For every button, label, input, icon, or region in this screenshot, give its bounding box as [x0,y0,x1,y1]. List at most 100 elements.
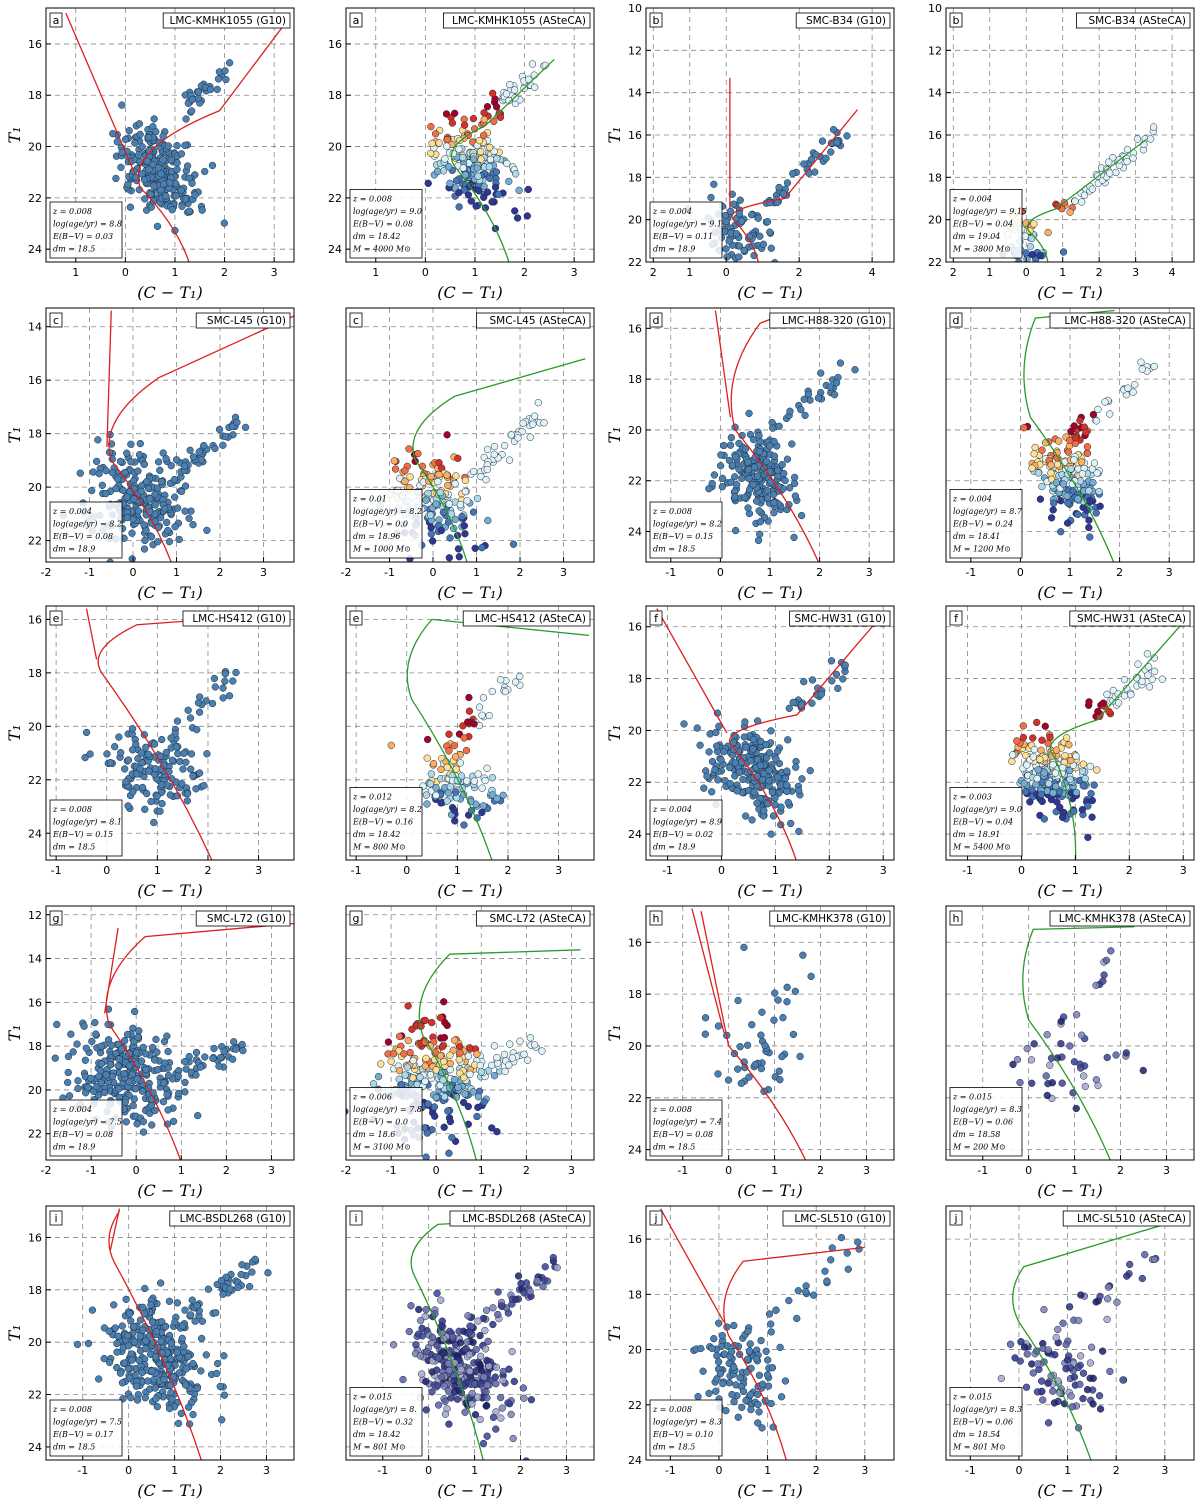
panel-letter: a [53,14,60,27]
star-point [453,1395,462,1403]
star-point [1036,251,1044,260]
star-point [433,1341,441,1350]
star-point [1144,671,1152,679]
star-point [105,1358,114,1367]
star-point [186,446,194,454]
star-point [151,1056,159,1064]
star-point [1085,516,1093,524]
star-point [1100,971,1108,979]
x-tick-label: 1 [1071,1164,1078,1177]
star-point [1072,788,1081,797]
star-point [134,755,142,763]
star-point [538,1047,546,1055]
star-point [718,483,726,491]
star-point [166,1355,175,1363]
star-point [749,435,758,444]
y-tick-label: 12 [928,44,942,57]
panel-letter-box [949,312,963,328]
star-point [1158,675,1166,683]
star-point [839,675,847,683]
star-point [456,136,464,145]
star-point [1047,469,1055,477]
star-point [166,791,174,799]
params-box [349,787,423,857]
panel-letter-box [349,910,363,926]
star-point [108,1041,116,1049]
star-point [157,170,165,178]
star-point [505,1365,513,1373]
star-point [1124,384,1132,392]
star-point [770,452,779,460]
star-point [476,1061,484,1070]
star-point [1144,663,1153,671]
star-point [1127,691,1135,699]
star-point [450,806,459,815]
star-point [797,405,805,414]
panel-title: LMC-KMHK378 (G10) [776,913,886,925]
star-point [124,802,132,810]
star-point [757,1031,765,1039]
x-tick-label: 0 [122,266,129,279]
star-point [1071,434,1080,442]
panel-letter: b [653,14,660,27]
star-point [738,1403,746,1411]
plot-content [387,618,590,860]
star-point [229,1055,237,1063]
star-point [169,1117,178,1126]
star-point [477,148,485,156]
star-point [790,533,798,542]
star-point [219,694,227,702]
param-text: dm = 18.96 [353,532,400,541]
star-point [444,481,452,490]
star-point [725,237,733,245]
star-point [211,444,219,453]
star-point [553,1263,561,1272]
star-point [102,1071,110,1079]
star-point [82,728,91,737]
star-point [478,808,486,817]
star-point [213,85,221,94]
star-point [148,1318,157,1326]
param-text: E(B−V) = 0.04 [952,818,1013,827]
y-tick-label: 18 [628,988,642,1001]
star-point [128,725,137,733]
star-point [184,1403,193,1411]
plot-frame [345,905,595,1161]
star-point [1089,410,1098,419]
star-point [182,758,190,766]
star-point [130,495,138,503]
star-point [140,460,148,468]
star-point [426,1071,435,1079]
star-point [427,524,435,532]
star-point [508,1347,516,1356]
star-point [1080,191,1089,199]
param-text: E(B−V) = 0.02 [652,830,713,839]
param-text: E(B−V) = 0.08 [652,1130,713,1139]
x-tick-label: 1 [372,266,379,279]
star-point [1078,198,1086,206]
star-point [230,1038,238,1046]
star-point [127,1317,135,1325]
star-point [264,1269,272,1277]
star-point [1051,769,1060,777]
star-point [432,791,440,799]
star-point [1016,1078,1024,1087]
star-point [783,767,791,775]
star-point [522,1457,530,1460]
star-point [209,1054,217,1062]
x-tick-label: 0 [130,566,137,579]
x-tick-label: 1 [764,1464,771,1477]
panel-letter: i [54,1212,57,1225]
star-point [455,1056,463,1064]
star-point [1063,734,1071,742]
plot-content [59,310,294,562]
star-point [124,181,132,189]
x-tick-label: -1 [77,1464,88,1477]
param-text: M = 801 M⊙ [352,1443,406,1452]
star-point [1079,760,1087,768]
star-point [181,1088,189,1096]
star-point [1022,788,1030,796]
panel-i-asteca: -1 0 1 2 3(C − T₁)i LMC-BSDL268 (ASteCA)z = 0… [345,1205,595,1499]
panel-letter-box [49,12,63,28]
